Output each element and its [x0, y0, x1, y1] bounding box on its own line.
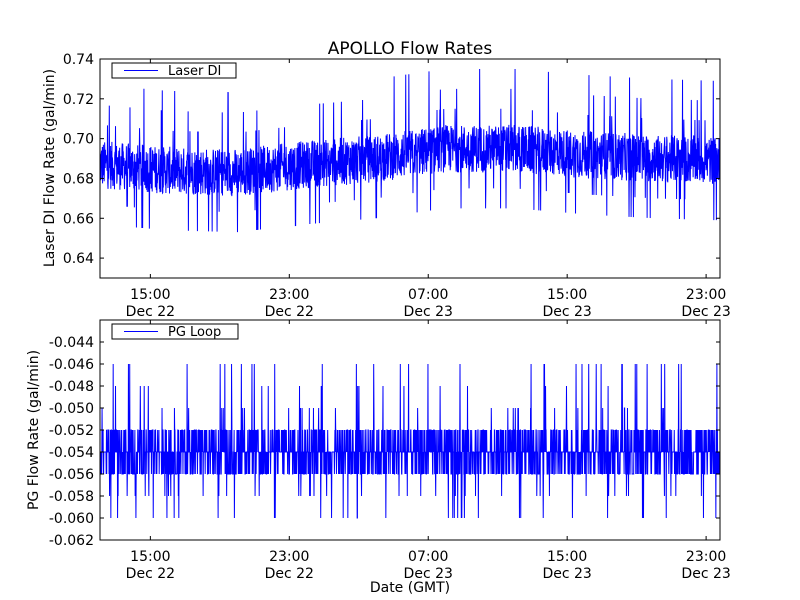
- y-tick-label: -0.054: [49, 445, 94, 461]
- y-tick-label: -0.062: [49, 533, 94, 549]
- y-tick-label: -0.050: [49, 401, 94, 417]
- legend-label: PG Loop: [168, 325, 221, 340]
- y-tick-label: 0.64: [63, 251, 94, 267]
- axes-frame: [99, 58, 721, 279]
- series-line-pg-loop: [100, 363, 720, 519]
- x-tick-label: Dec 23: [681, 566, 730, 582]
- x-tick-label: 23:00: [269, 287, 309, 303]
- legend-label: Laser DI: [168, 64, 221, 79]
- x-tick-label: 15:00: [547, 287, 587, 303]
- y-tick-label: 0.74: [63, 52, 94, 68]
- top-y-axis-label: Laser DI Flow Rate (gal/min): [42, 69, 58, 267]
- x-tick-label: Dec 22: [265, 566, 314, 582]
- x-tick-label: 23:00: [269, 549, 309, 565]
- x-tick-label: 15:00: [547, 549, 587, 565]
- x-tick-label: Dec 23: [404, 304, 453, 320]
- x-tick-label: 15:00: [130, 287, 170, 303]
- x-tick-label: Dec 22: [265, 304, 314, 320]
- x-tick-label: Dec 22: [126, 304, 175, 320]
- x-tick-label: Dec 23: [404, 566, 453, 582]
- series-line-laser-di: [100, 68, 720, 233]
- y-tick-label: 0.66: [63, 211, 94, 227]
- y-tick-label: -0.058: [49, 489, 94, 505]
- y-tick-label: -0.046: [49, 357, 94, 373]
- y-tick-label: -0.052: [49, 423, 94, 439]
- y-tick-label: -0.056: [49, 467, 94, 483]
- y-tick-label: -0.048: [49, 379, 94, 395]
- y-tick-label: -0.060: [49, 511, 94, 527]
- bottom-y-axis-label: PG Flow Rate (gal/min): [26, 350, 42, 510]
- x-tick-label: 23:00: [686, 549, 726, 565]
- legend: Laser DI: [111, 62, 237, 79]
- x-tick-label: 07:00: [408, 549, 448, 565]
- x-tick-label: 07:00: [408, 287, 448, 303]
- x-tick-label: Dec 22: [126, 566, 175, 582]
- chart-title: APOLLO Flow Rates: [328, 39, 493, 59]
- y-tick-label: 0.72: [63, 92, 94, 108]
- x-tick-label: Dec 23: [542, 566, 591, 582]
- y-tick-label: 0.70: [63, 132, 94, 148]
- legend: PG Loop: [111, 323, 239, 340]
- x-axis-label: Date (GMT): [370, 580, 450, 596]
- x-tick-label: 15:00: [130, 549, 170, 565]
- x-tick-label: Dec 23: [542, 304, 591, 320]
- pg-loop-plot: -0.062 -0.060 -0.058 -0.056 -0.054 -0.052 -0.0…: [49, 319, 731, 582]
- x-tick-label: 23:00: [686, 287, 726, 303]
- y-tick-label: 0.68: [63, 171, 94, 187]
- x-tick-label: Dec 23: [681, 304, 730, 320]
- y-tick-label: -0.044: [49, 335, 94, 351]
